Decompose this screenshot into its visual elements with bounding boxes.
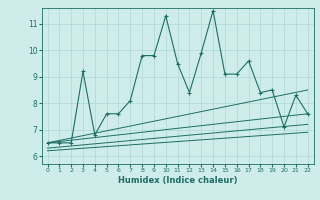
X-axis label: Humidex (Indice chaleur): Humidex (Indice chaleur) [118, 176, 237, 185]
